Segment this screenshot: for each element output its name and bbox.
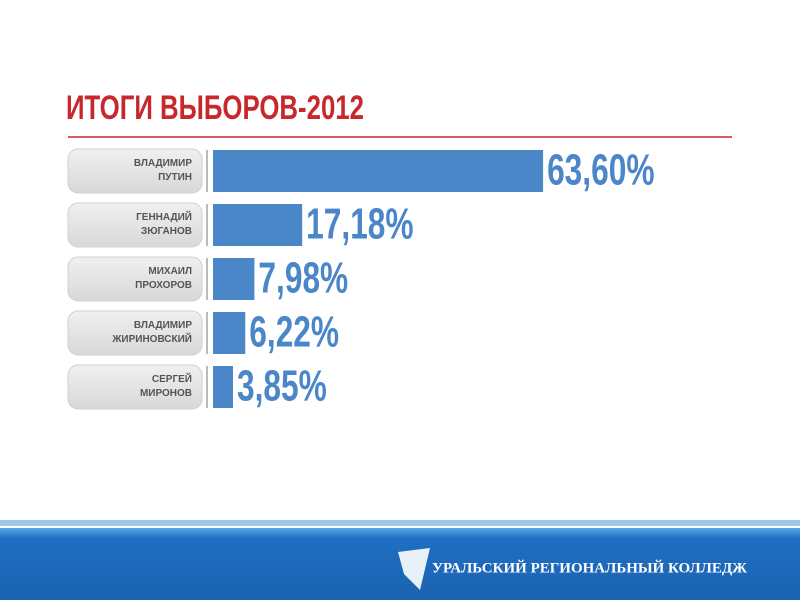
label-box [67, 148, 203, 194]
category-label: ВЛАДИМИР ПУТИН [133, 158, 192, 183]
bar [213, 150, 544, 192]
value-label: 7,98% [258, 254, 348, 303]
category-label: ВЛАДИМИР ЖИРИНОВСКИЙ [112, 320, 192, 345]
label-box [67, 364, 203, 410]
label-box [67, 202, 203, 248]
bar [213, 366, 233, 408]
category-label: СЕРГЕЙ МИРОНОВ [139, 374, 192, 399]
footer-stripe [0, 520, 800, 526]
label-box [67, 310, 203, 356]
footer-text: УРАЛЬСКИЙ РЕГИОНАЛЬНЫЙ КОЛЛЕДЖ [432, 559, 747, 576]
value-label: 17,18% [306, 200, 413, 249]
chart-title: ИТОГИ ВЫБОРОВ-2012 [66, 89, 364, 127]
value-label: 3,85% [237, 362, 327, 411]
footer-logo [398, 548, 430, 590]
label-box [67, 256, 203, 302]
bar [213, 258, 255, 300]
category-label: МИХАИЛ ПРОХОРОВ [135, 266, 192, 291]
bar [213, 312, 246, 354]
bar [213, 204, 303, 246]
value-label: 63,60% [547, 146, 654, 195]
footer-band [0, 528, 800, 600]
category-label: ГЕННАДИЙ ЗЮГАНОВ [136, 212, 192, 237]
value-label: 6,22% [249, 308, 339, 357]
